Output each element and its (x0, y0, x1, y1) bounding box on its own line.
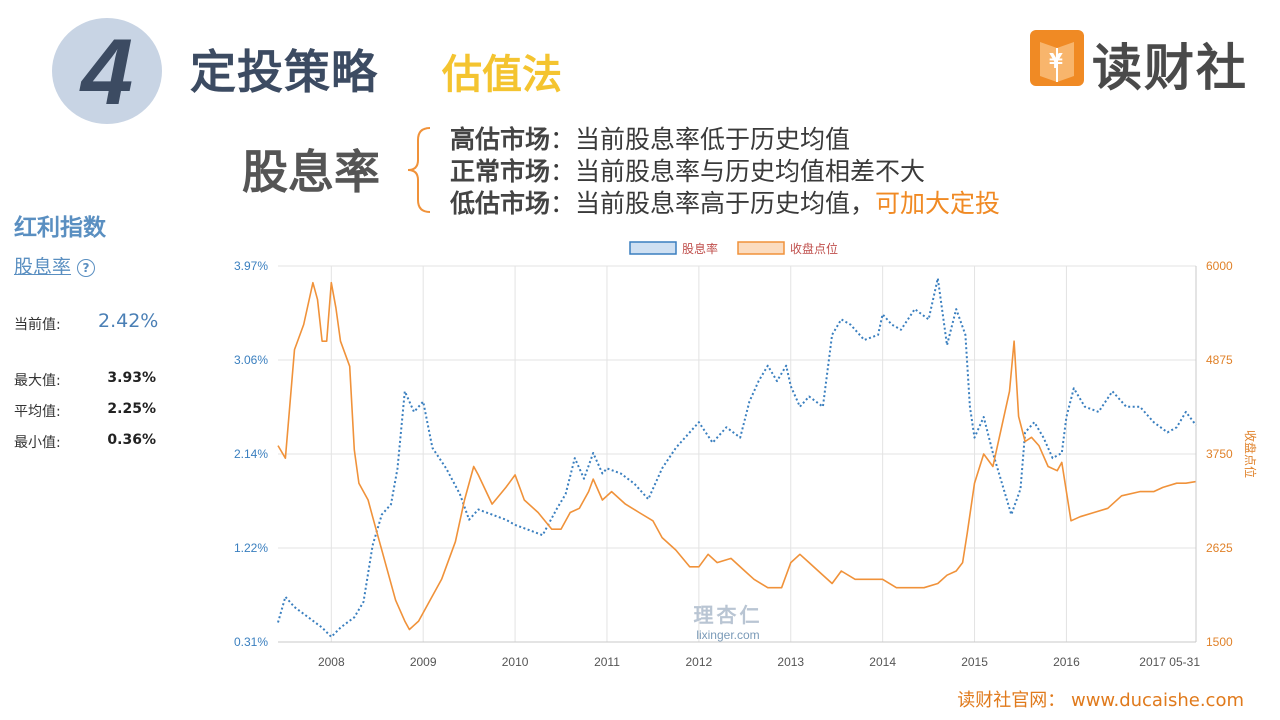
x-tick-label: 2009 (410, 655, 437, 669)
footer-site[interactable]: 读财社官网： www.ducaishe.com (957, 690, 1244, 711)
y-right-tick-label: 3750 (1206, 447, 1233, 461)
index-name: 红利指数 (14, 215, 106, 241)
stat-min-label: 最小值: (14, 435, 61, 451)
logo-book-icon: ¥ (1030, 30, 1084, 86)
y-left-tick-label: 3.06% (234, 353, 268, 367)
slide-subtitle: 估值法 (442, 52, 562, 98)
chart-legend: 股息率 收盘点位 (629, 241, 838, 256)
metric-link[interactable]: 股息率? (14, 252, 96, 279)
y-right-tick-label: 1500 (1206, 635, 1233, 649)
x-tick-label: 2013 (777, 655, 804, 669)
x-tick-label: 2016 (1053, 655, 1080, 669)
slide-number: 4 (80, 19, 134, 124)
series-line-close-price (277, 281, 1197, 631)
legend-label-close: 收盘点位 (790, 241, 838, 256)
watermark-url: lixinger.com (696, 628, 759, 642)
x-tick-label: 2014 (869, 655, 896, 669)
x-tick-label: 2011 (594, 655, 620, 669)
metric-link-label: 股息率 (14, 256, 72, 278)
current-label: 当前值: (14, 317, 61, 333)
watermark-cn: 理杏仁 (694, 603, 763, 627)
x-tick-label: 2017 05-31 (1139, 655, 1200, 669)
help-icon[interactable]: ? (77, 258, 96, 277)
current-value: 2.42% (98, 310, 159, 332)
x-tick-label: 2012 (686, 655, 713, 669)
legend-swatch-dividend (629, 241, 677, 255)
y-left-tick-label: 3.97% (234, 259, 268, 273)
metric-name: 股息率 (242, 145, 380, 199)
rule-overvalued: 高估市场：当前股息率低于历史均值 (450, 120, 850, 156)
rule-desc: ：当前股息率高于历史均值， (550, 189, 876, 218)
legend-swatch-close (737, 241, 785, 255)
x-tick-label: 2010 (502, 655, 529, 669)
rule-desc: ：当前股息率低于历史均值 (550, 125, 851, 154)
watermark: 理杏仁 lixinger.com (694, 603, 763, 642)
legend-label-dividend: 股息率 (682, 241, 718, 256)
chart-grid (278, 265, 1196, 643)
y-right-tick-label: 6000 (1206, 259, 1233, 273)
stat-min-value: 0.36% (107, 432, 156, 448)
stat-max-label: 最大值: (14, 373, 61, 389)
rule-market: 正常市场 (450, 157, 551, 186)
y-right-axis-title: 收盘点位 (1243, 430, 1258, 478)
y-right-tick-label: 4875 (1206, 353, 1233, 367)
chart-axes: 3.97% 6000 3.06% 4875 2.14% 3750 1.22% 2625 0.31… (234, 259, 1258, 669)
rule-undervalued: 低估市场：当前股息率高于历史均值，可加大定投 (450, 184, 1000, 220)
rule-market: 高估市场 (450, 125, 551, 154)
brace-icon (407, 127, 431, 213)
logo-yen-mark: ¥ (1049, 49, 1063, 73)
stat-max-value: 3.93% (107, 370, 156, 386)
rule-normal: 正常市场：当前股息率与历史均值相差不大 (450, 152, 925, 188)
series-line-dividend-yield (277, 277, 1197, 638)
chart-series (277, 277, 1197, 638)
rule-desc: ：当前股息率与历史均值相差不大 (550, 157, 926, 186)
x-tick-label: 2008 (318, 655, 345, 669)
stat-avg-value: 2.25% (107, 401, 156, 417)
stat-avg-label: 平均值: (14, 404, 61, 420)
slide-title: 定投策略 (190, 45, 378, 99)
y-left-tick-label: 1.22% (234, 541, 268, 555)
y-left-tick-label: 0.31% (234, 635, 268, 649)
logo-text: 读财社 (1092, 38, 1248, 97)
x-tick-label: 2015 (961, 655, 988, 669)
slide-number-badge: 4 (52, 18, 162, 124)
rule-highlight: 可加大定投 (875, 189, 1001, 218)
y-left-tick-label: 2.14% (234, 447, 268, 461)
rule-market: 低估市场 (450, 189, 551, 218)
y-right-tick-label: 2625 (1206, 541, 1233, 555)
